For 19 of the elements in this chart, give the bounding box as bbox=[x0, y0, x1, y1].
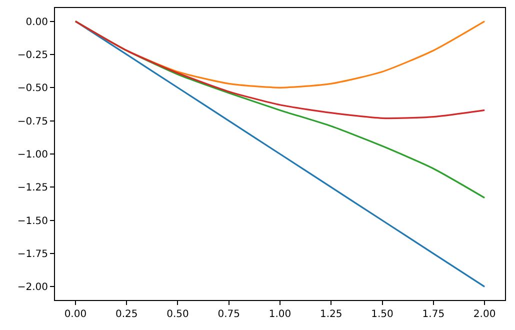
y-tick-label: −0.50 bbox=[17, 83, 48, 94]
y-tick-label: −1.00 bbox=[17, 150, 48, 160]
x-tick-label: 1.50 bbox=[371, 309, 394, 320]
y-tick-label: −2.00 bbox=[17, 282, 48, 294]
line-series bbox=[74, 20, 486, 120]
y-tick-label: 0.00 bbox=[26, 16, 48, 28]
x-tick-label: 0.75 bbox=[218, 309, 240, 320]
x-tick-label: 1.00 bbox=[268, 309, 292, 320]
x-tick-label: 2.00 bbox=[473, 309, 496, 320]
y-tick-label: −1.50 bbox=[17, 216, 48, 227]
x-tick-label: 0.00 bbox=[64, 309, 87, 320]
y-tick-label: −1.25 bbox=[17, 182, 48, 194]
x-tick-label: 0.50 bbox=[166, 309, 189, 320]
x-tick-label: 1.75 bbox=[422, 309, 445, 320]
y-tick-label: −0.25 bbox=[17, 50, 48, 61]
y-tick-label: −0.75 bbox=[17, 116, 48, 128]
x-tick-label: 1.25 bbox=[320, 309, 342, 320]
y-tick-label: −1.75 bbox=[17, 249, 48, 260]
x-tick-label: 0.25 bbox=[115, 309, 138, 320]
